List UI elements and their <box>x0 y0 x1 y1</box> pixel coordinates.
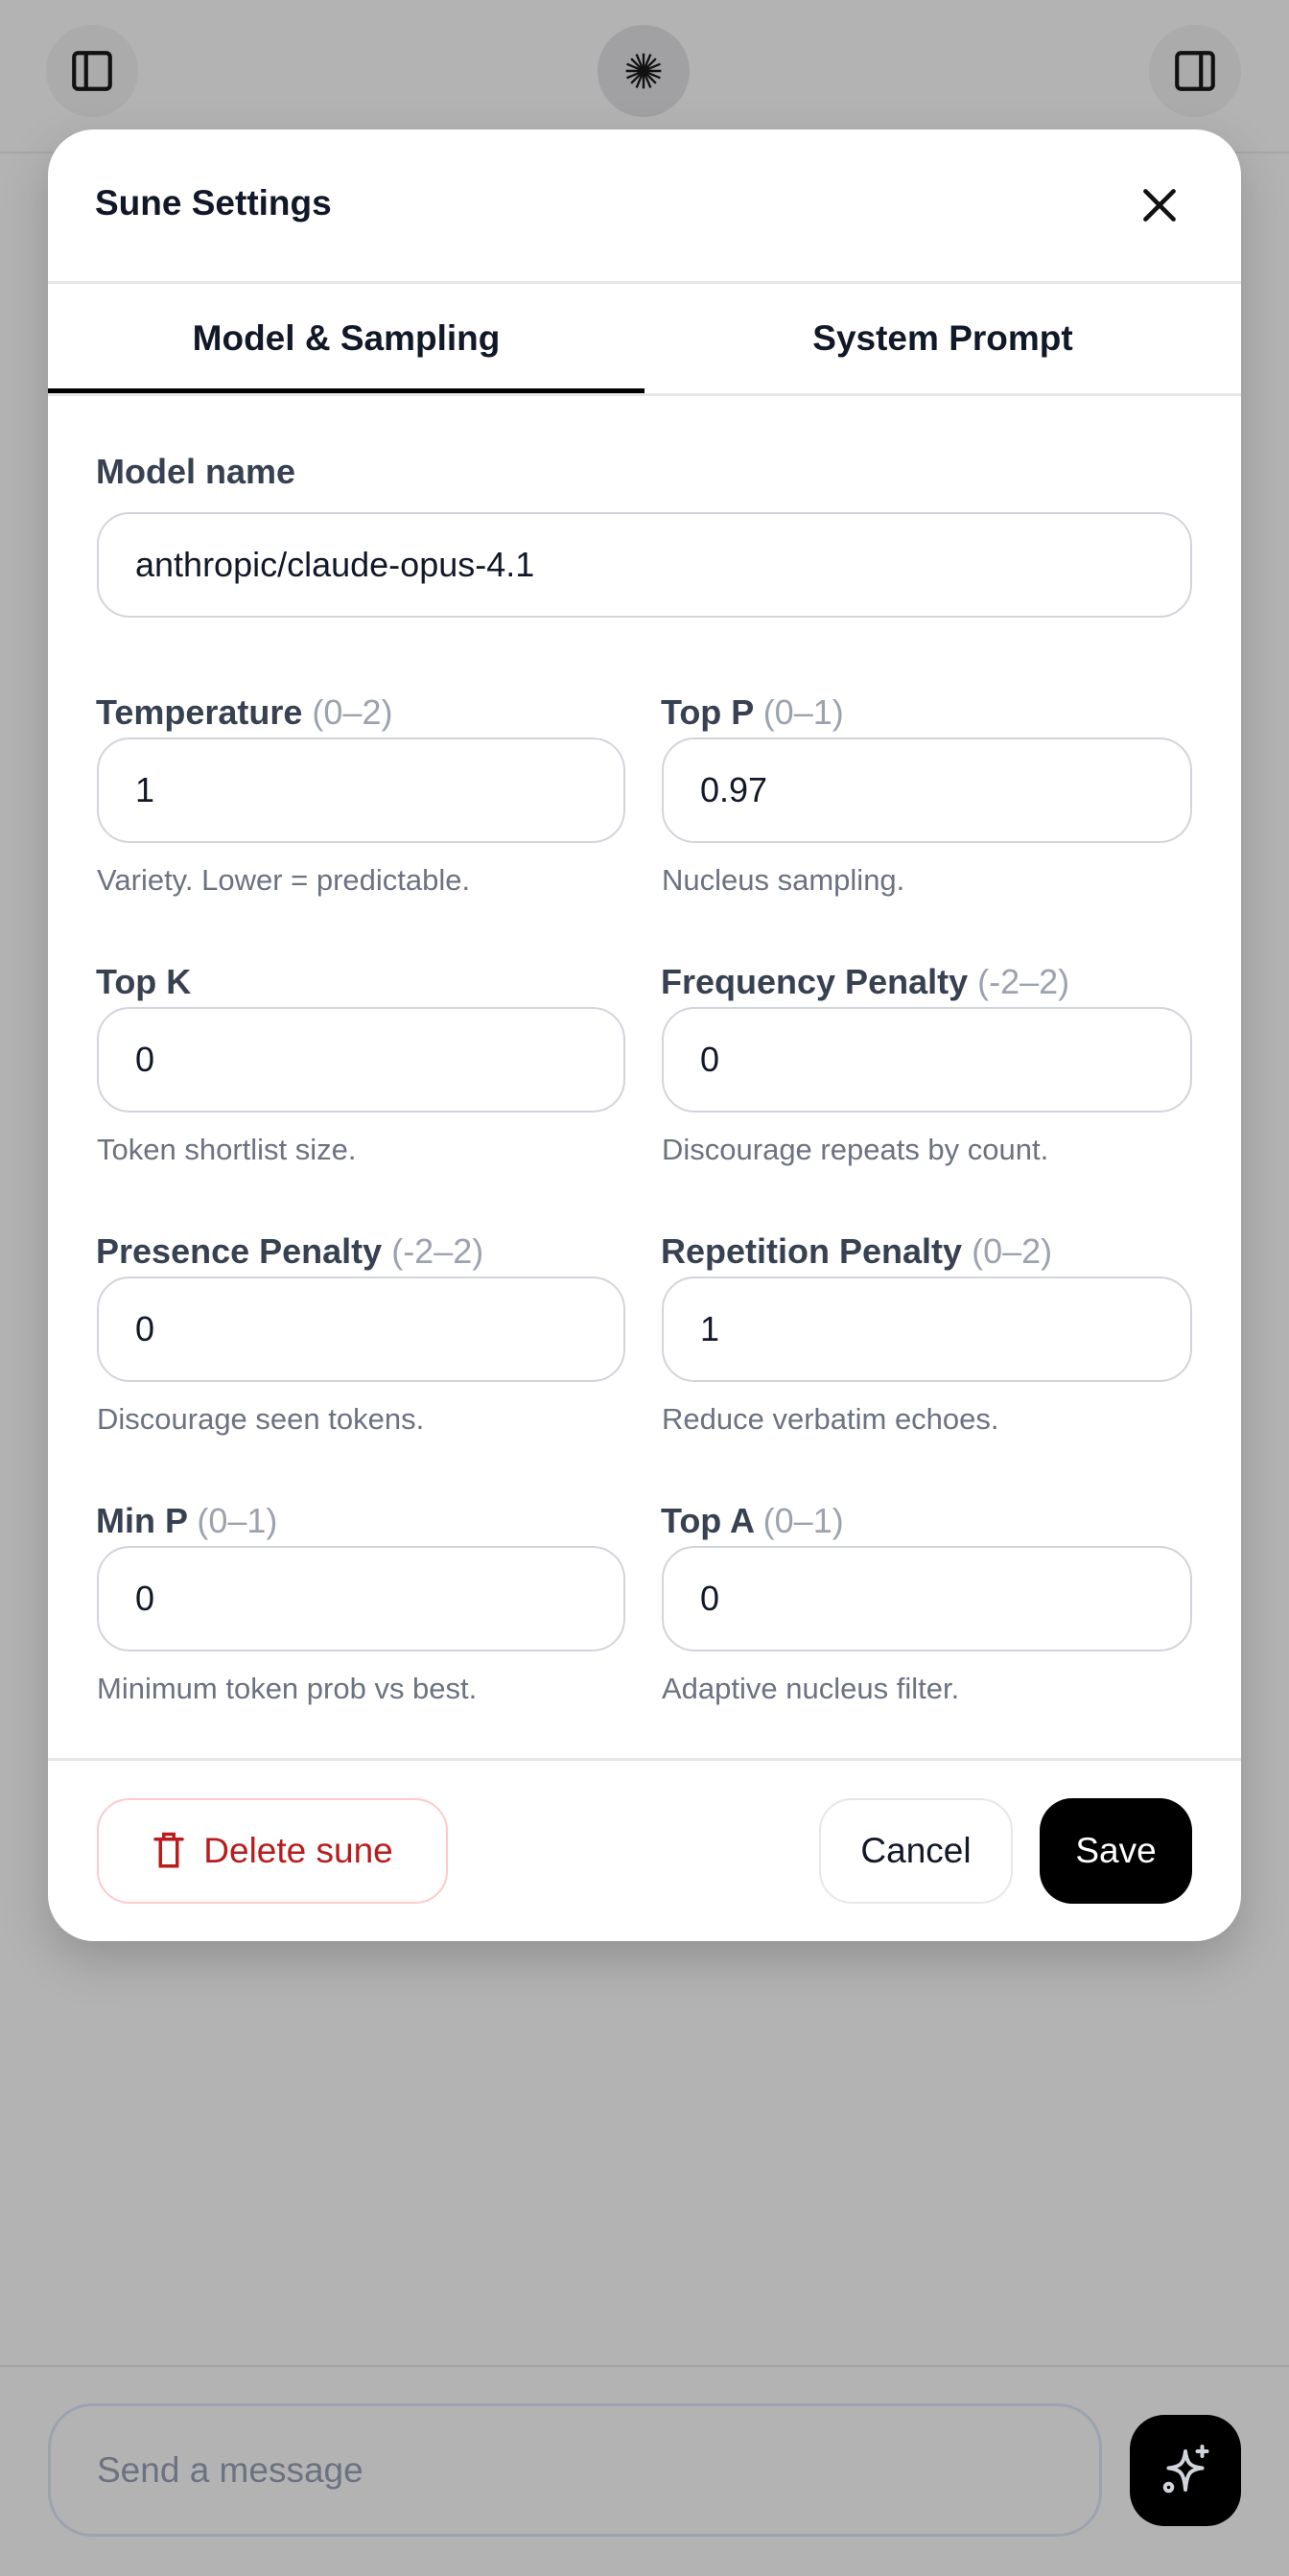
field-value: 0.97 <box>700 770 768 809</box>
top-k-help: Token shortlist size. <box>97 1133 357 1166</box>
sune-avatar-button[interactable] <box>598 25 690 117</box>
field-range: (0–1) <box>197 1501 278 1540</box>
temperature-help: Variety. Lower = predictable. <box>97 863 471 897</box>
tab-label: System Prompt <box>812 317 1073 358</box>
divider <box>48 281 1241 284</box>
field-value: 1 <box>700 1309 720 1348</box>
sidebar-right-icon <box>1175 51 1215 91</box>
top-p-help: Nucleus sampling. <box>662 863 905 897</box>
top-p-label: Top P (0–1) <box>661 692 844 733</box>
repetition-penalty-input[interactable]: 1 <box>662 1276 1192 1382</box>
field-label: Top A <box>661 1501 754 1540</box>
toggle-left-sidebar-button[interactable] <box>46 25 138 117</box>
field-value: 0 <box>135 1309 155 1348</box>
min-p-input[interactable]: 0 <box>97 1546 625 1651</box>
model-name-input[interactable] <box>97 512 1192 618</box>
top-p-input[interactable]: 0.97 <box>662 738 1192 843</box>
trash-icon <box>153 1832 185 1868</box>
field-range: (0–1) <box>762 692 844 732</box>
field-label: Repetition Penalty <box>661 1231 963 1271</box>
top-a-help: Adaptive nucleus filter. <box>662 1672 960 1705</box>
min-p-help: Minimum token prob vs best. <box>97 1672 478 1705</box>
temperature-label: Temperature (0–2) <box>96 692 392 733</box>
frequency-penalty-help: Discourage repeats by count. <box>662 1133 1049 1166</box>
presence-penalty-input[interactable]: 0 <box>97 1276 625 1382</box>
close-icon <box>1143 189 1176 222</box>
toggle-right-sidebar-button[interactable] <box>1149 25 1241 117</box>
temperature-input[interactable]: 1 <box>97 738 625 843</box>
presence-penalty-label: Presence Penalty (-2–2) <box>96 1231 483 1272</box>
repetition-penalty-label: Repetition Penalty (0–2) <box>661 1231 1052 1272</box>
top-a-input[interactable]: 0 <box>662 1546 1192 1651</box>
sune-settings-dialog: Sune Settings Model & Sampling System Pr… <box>48 129 1241 1941</box>
field-label: Frequency Penalty <box>661 962 969 1001</box>
tab-label: Model & Sampling <box>192 317 501 358</box>
field-label: Top P <box>661 692 754 732</box>
frequency-penalty-label: Frequency Penalty (-2–2) <box>661 962 1069 1002</box>
field-label: Top K <box>96 962 192 1001</box>
top-a-label: Top A (0–1) <box>661 1501 844 1541</box>
cancel-button[interactable]: Cancel <box>819 1798 1013 1904</box>
composer-divider <box>0 2365 1289 2367</box>
field-value: 1 <box>135 770 155 809</box>
close-button[interactable] <box>1136 181 1184 229</box>
divider <box>48 393 1241 396</box>
dialog-title: Sune Settings <box>95 183 332 222</box>
field-range: (-2–2) <box>391 1231 484 1271</box>
starburst-icon <box>625 53 662 89</box>
sparkle-button[interactable] <box>1130 2415 1241 2526</box>
field-label: Presence Penalty <box>96 1231 383 1271</box>
top-k-label: Top K <box>96 962 191 1002</box>
field-label: Min P <box>96 1501 188 1540</box>
save-button[interactable]: Save <box>1040 1798 1192 1904</box>
field-range: (0–2) <box>312 692 393 732</box>
field-label: Temperature <box>96 692 303 732</box>
repetition-penalty-help: Reduce verbatim echoes. <box>662 1402 999 1436</box>
sidebar-left-icon <box>72 51 112 91</box>
tab-system-prompt[interactable]: System Prompt <box>644 282 1241 394</box>
delete-sune-button[interactable]: Delete sune <box>97 1798 448 1904</box>
field-value: 0 <box>700 1579 720 1618</box>
field-value: 0 <box>700 1040 720 1079</box>
field-range: (-2–2) <box>977 962 1070 1001</box>
field-value: 0 <box>135 1040 155 1079</box>
tab-model-sampling[interactable]: Model & Sampling <box>48 282 644 394</box>
footer-divider <box>48 1758 1241 1761</box>
top-k-input[interactable]: 0 <box>97 1007 625 1112</box>
message-input[interactable]: Send a message <box>48 2403 1102 2537</box>
sparkle-icon <box>1162 2445 1209 2494</box>
field-range: (0–1) <box>762 1501 844 1540</box>
field-range: (0–2) <box>972 1231 1053 1271</box>
field-value: 0 <box>135 1579 155 1618</box>
message-placeholder: Send a message <box>97 2449 363 2490</box>
model-name-label: Model name <box>96 452 296 491</box>
min-p-label: Min P (0–1) <box>96 1501 277 1541</box>
presence-penalty-help: Discourage seen tokens. <box>97 1402 425 1436</box>
delete-label: Delete sune <box>203 1831 393 1870</box>
frequency-penalty-input[interactable]: 0 <box>662 1007 1192 1112</box>
